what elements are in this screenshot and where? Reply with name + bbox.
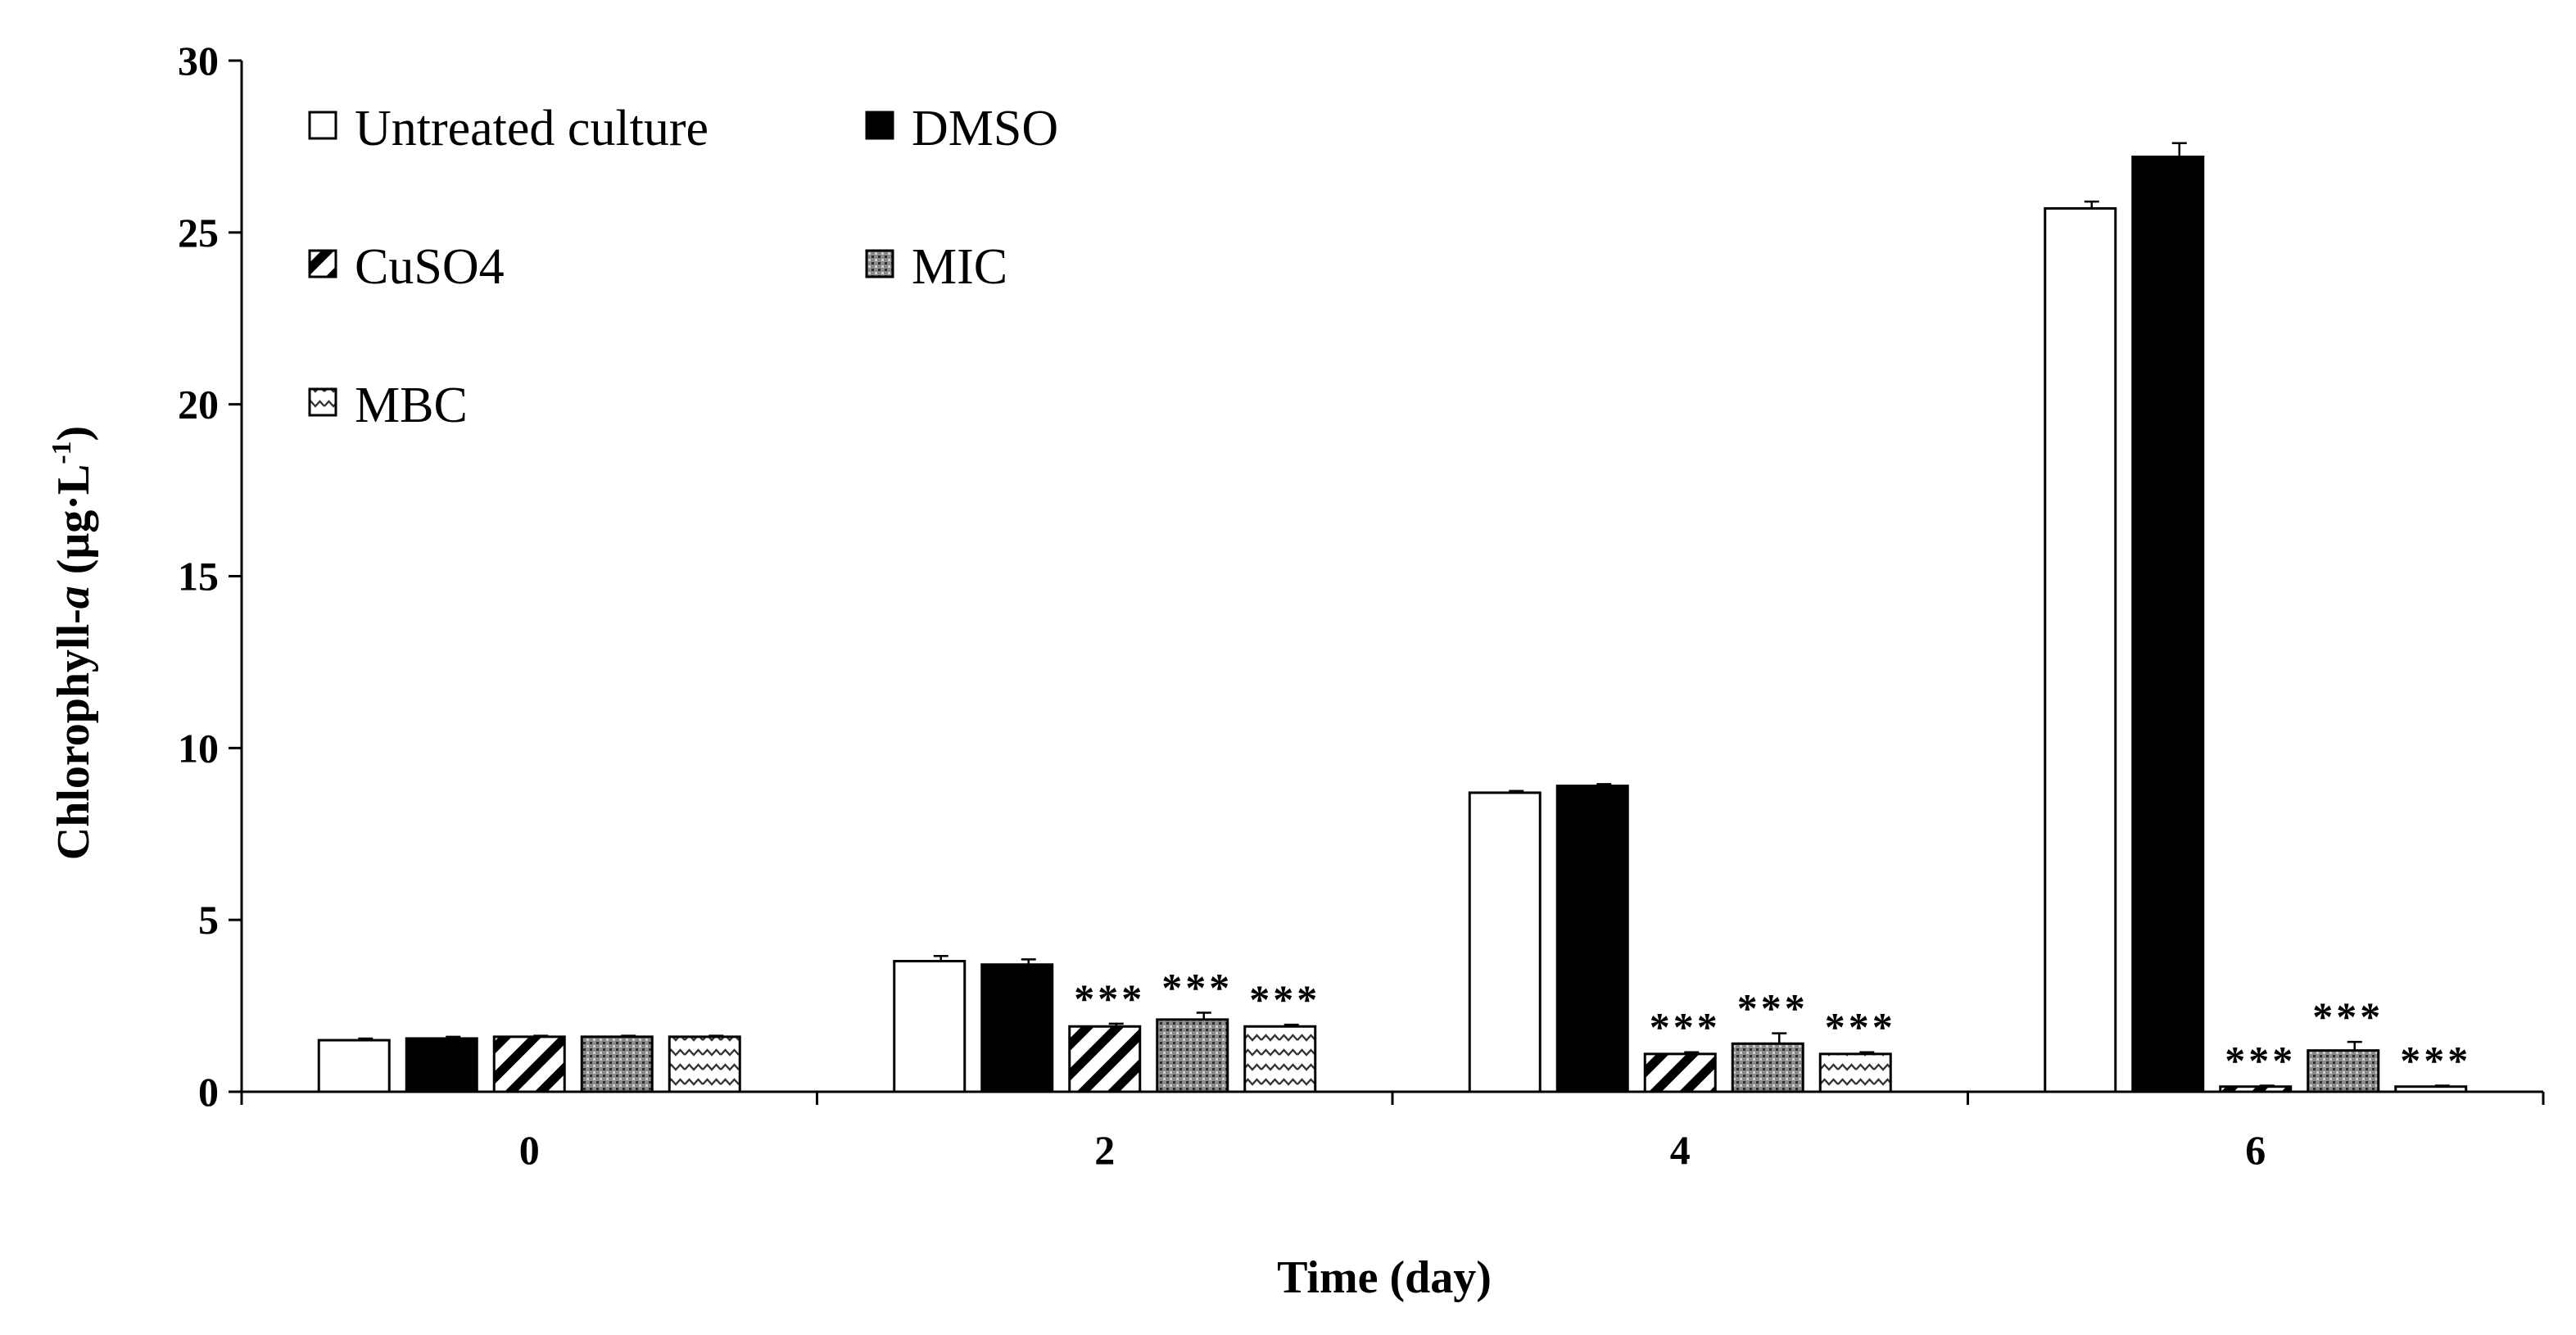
legend-label-mic: MIC (912, 239, 1007, 295)
legend-item-cuso4[interactable]: CuSO4 (308, 239, 505, 295)
bar-untreated-culture-day-2 (893, 960, 967, 1093)
significance-label: *** (2225, 1037, 2296, 1083)
y-tick-label: 20 (178, 382, 219, 428)
bar-dmso-day-0 (405, 1037, 478, 1093)
legend-swatch-mic (865, 249, 894, 278)
bar-mbc-day-2 (1243, 1025, 1317, 1093)
x-tick-label: 2 (1094, 1127, 1115, 1173)
y-tick-label: 10 (178, 725, 219, 771)
legend-item-mbc[interactable]: MBC (308, 378, 468, 433)
bar-dmso-day-2 (980, 963, 1054, 1093)
bar-mbc-day-6 (2394, 1085, 2468, 1093)
bar-mic-day-2 (1156, 1018, 1229, 1093)
bar-mbc-day-4 (1818, 1052, 1892, 1093)
bar-series-group (317, 156, 2468, 1093)
significance-label: *** (1825, 1004, 1896, 1050)
legend-item-mic[interactable]: MIC (865, 239, 1007, 295)
bar-mic-day-4 (1731, 1042, 1804, 1093)
legend-item-untreated[interactable]: Untreated culture (308, 101, 709, 156)
legend-label-untreated: Untreated culture (355, 101, 709, 156)
y-axis-ticks: 0 5 10 15 20 25 30 (178, 38, 242, 1115)
legend: Untreated culture DMSO CuSO4 MIC MBC (308, 101, 1058, 433)
significance-label: *** (2400, 1037, 2471, 1083)
y-tick-label: 25 (178, 210, 219, 256)
x-tick-label: 6 (2245, 1127, 2266, 1173)
legend-label-cuso4: CuSO4 (355, 239, 505, 295)
bar-mic-day-6 (2307, 1049, 2380, 1093)
error-bar-group (358, 142, 2450, 1087)
legend-item-dmso[interactable]: DMSO (865, 101, 1058, 156)
bar-untreated-culture-day-6 (2044, 206, 2117, 1093)
x-tick-label: 0 (519, 1127, 540, 1173)
legend-swatch-untreated (308, 111, 337, 140)
bar-cuso4-day-2 (1068, 1025, 1142, 1093)
significance-label: *** (1737, 985, 1809, 1031)
significance-label: *** (2312, 993, 2384, 1039)
y-tick-label: 30 (178, 38, 219, 84)
significance-label: *** (1074, 975, 1145, 1021)
x-axis-ticks: 0 2 4 6 (240, 1092, 2545, 1173)
bar-cuso4-day-0 (492, 1035, 566, 1093)
bar-cuso4-day-6 (2219, 1085, 2293, 1093)
bar-untreated-culture-day-0 (317, 1039, 391, 1093)
legend-label-dmso: DMSO (912, 101, 1058, 156)
y-axis-title: Chlorophyll-a (μg·L-1) (47, 426, 99, 860)
x-axis-title: Time (day) (1277, 1252, 1492, 1303)
bar-cuso4-day-4 (1643, 1052, 1717, 1093)
y-tick-label: 5 (198, 897, 219, 943)
bar-untreated-culture-day-4 (1468, 791, 1542, 1093)
y-tick-label: 0 (198, 1069, 219, 1115)
legend-swatch-cuso4 (308, 249, 337, 278)
legend-label-mbc: MBC (355, 378, 468, 433)
significance-label: *** (1161, 964, 1233, 1010)
y-tick-label: 15 (178, 554, 219, 600)
significance-label-group: *** *** *** *** *** *** *** *** *** (1074, 964, 2471, 1083)
bar-dmso-day-4 (1555, 784, 1629, 1093)
significance-label: *** (1249, 976, 1320, 1022)
x-tick-label: 4 (1670, 1127, 1691, 1173)
significance-label: *** (1650, 1004, 1721, 1050)
bar-mic-day-0 (580, 1035, 654, 1093)
legend-swatch-dmso (865, 111, 894, 140)
bar-dmso-day-6 (2131, 156, 2205, 1093)
legend-swatch-mbc (308, 387, 337, 417)
bar-mbc-day-0 (668, 1035, 741, 1093)
